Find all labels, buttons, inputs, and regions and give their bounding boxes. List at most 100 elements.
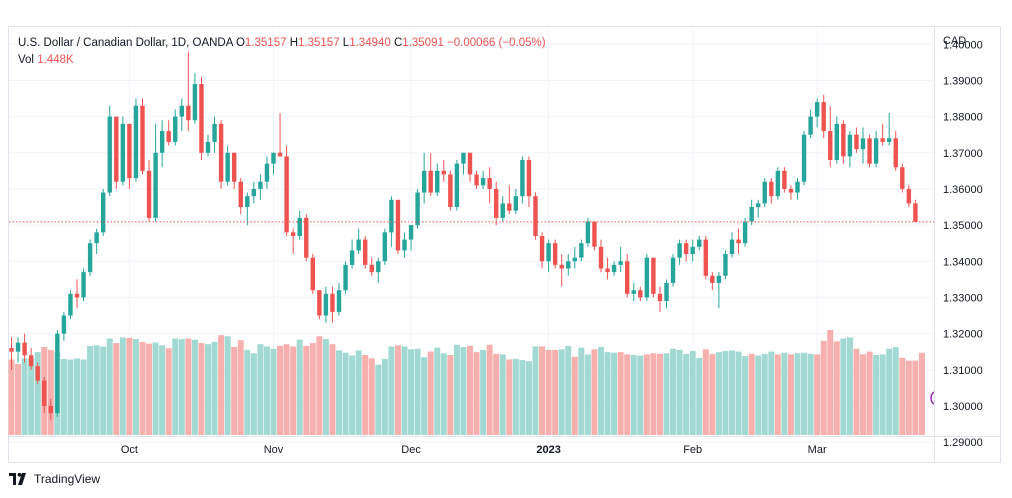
volume-bar: [571, 356, 578, 435]
candle-body: [625, 261, 630, 294]
volume-bar: [394, 345, 401, 435]
candle-body: [756, 203, 761, 208]
candle-body: [657, 293, 663, 302]
volume-bar: [453, 344, 460, 435]
volume-bar: [93, 345, 100, 435]
x-tick-label: 2023: [536, 444, 560, 456]
volume-bar: [539, 346, 546, 435]
candle-body: [854, 134, 859, 150]
candle-body: [356, 239, 361, 251]
candle-body: [323, 293, 329, 316]
volume-bar: [696, 357, 703, 435]
candle-body: [15, 342, 21, 352]
volume-bar: [722, 351, 729, 435]
candle-body: [683, 243, 689, 255]
volume-bar: [434, 347, 441, 435]
volume-bar: [499, 354, 506, 435]
candle-body: [742, 221, 748, 244]
volume-bar: [486, 344, 493, 435]
candle-body: [670, 257, 676, 283]
candle-body: [35, 366, 40, 381]
volume-bar: [460, 347, 467, 435]
volume-bar: [60, 358, 67, 435]
tradingview-logo-icon[interactable]: [9, 472, 29, 486]
volume-bar: [689, 351, 696, 435]
volume-bar: [355, 350, 362, 435]
volume-bar: [814, 354, 821, 435]
candle-body: [572, 257, 577, 262]
volume-bar: [388, 346, 395, 435]
volume-bar: [853, 348, 860, 435]
volume-bar: [787, 354, 794, 435]
volume-bar: [132, 339, 139, 435]
candle-body: [913, 203, 918, 222]
legend-volume-label[interactable]: Vol: [18, 54, 34, 66]
chart-frame: [8, 26, 1001, 463]
volume-bar: [840, 338, 847, 435]
candle-body: [369, 264, 374, 273]
candle-body: [677, 243, 682, 258]
candle-body: [389, 199, 394, 233]
volume-marker: [930, 391, 936, 405]
candle-body: [284, 156, 289, 233]
volume-bar: [918, 352, 925, 435]
volume-bar: [558, 349, 565, 435]
volume-bar: [257, 344, 264, 435]
volume-bar: [336, 350, 342, 435]
candle-body: [598, 246, 604, 269]
volume-bar: [879, 354, 886, 435]
candle-body: [212, 123, 217, 142]
volume-bar: [100, 346, 107, 435]
candle-body: [454, 163, 460, 208]
footer-brand[interactable]: TradingView: [34, 472, 101, 486]
candle-body: [847, 134, 853, 157]
candle-body: [552, 243, 558, 265]
candle-body: [376, 261, 381, 273]
volume-bar: [185, 338, 192, 435]
candle-body: [87, 243, 93, 273]
volume-bar: [801, 352, 808, 435]
candle-body: [893, 138, 898, 168]
candle-body: [769, 181, 774, 197]
volume-bar: [290, 346, 297, 435]
legend-ohlc-row: U.S. Dollar / Canadian Dollar, 1D, OANDA…: [18, 35, 546, 52]
volume-bar: [670, 348, 677, 435]
volume-bar: [820, 340, 827, 435]
candle-body: [238, 181, 243, 208]
footer: TradingView: [9, 472, 100, 486]
legend-symbol[interactable]: U.S. Dollar / Canadian Dollar, 1D, OANDA: [18, 37, 233, 49]
volume-bar: [506, 359, 513, 435]
x-tick-label: Dec: [401, 444, 421, 456]
candle-body: [363, 239, 368, 265]
volume-bar: [473, 352, 480, 435]
candle-body: [487, 178, 492, 189]
volume-bar: [322, 339, 329, 435]
volume-bar: [408, 349, 415, 435]
candle-body: [120, 123, 126, 182]
candle-body: [402, 239, 407, 251]
candle-body: [428, 170, 433, 193]
candle-body: [611, 264, 617, 273]
volume-bar: [532, 346, 539, 435]
y-tick-label: 1.33000: [943, 292, 983, 304]
candle-body: [218, 123, 224, 182]
volume-bar: [578, 347, 585, 435]
candle-body: [782, 170, 787, 189]
volume-bar: [774, 354, 781, 435]
volume-bar: [545, 349, 552, 435]
volume-bar: [683, 353, 690, 435]
volume-bar: [525, 361, 532, 435]
y-tick-label: 1.39000: [943, 75, 983, 87]
candle-body: [828, 131, 833, 161]
candle-body: [140, 105, 145, 171]
volume-bar: [172, 338, 179, 435]
candle-body: [697, 239, 702, 247]
candle-body: [664, 282, 669, 302]
volume-bar: [342, 352, 349, 435]
candle-body: [592, 221, 597, 247]
volume-bar: [113, 343, 120, 435]
candle-body: [101, 192, 106, 233]
volume-bar: [159, 345, 166, 435]
candle-body: [605, 268, 610, 273]
